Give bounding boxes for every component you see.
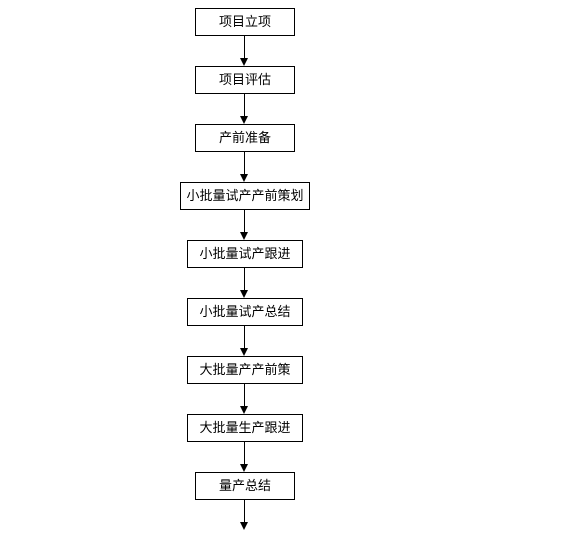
node-label: 小批量试产跟进 xyxy=(199,246,290,262)
flowchart-arrow xyxy=(244,326,245,348)
flowchart-arrow xyxy=(244,500,245,522)
node-label: 量产总结 xyxy=(219,478,271,494)
flowchart-arrow xyxy=(244,210,245,232)
flowchart-arrow xyxy=(244,384,245,406)
flowchart-arrow xyxy=(244,36,245,58)
flowchart-node: 项目立项 xyxy=(195,8,295,36)
arrow-head-icon xyxy=(240,464,248,472)
flowchart-node: 大批量生产跟进 xyxy=(187,414,303,442)
arrow-head-icon xyxy=(240,58,248,66)
flowchart-arrow xyxy=(244,268,245,290)
node-label: 项目立项 xyxy=(219,14,271,30)
flowchart-container: 项目立项 项目评估 产前准备 小批量试产产前策划 小批量试产跟进 小批量试产总结… xyxy=(0,0,561,537)
node-label: 大批量生产跟进 xyxy=(199,420,290,436)
node-label: 大批量产产前策 xyxy=(199,362,290,378)
flowchart-node: 小批量试产产前策划 xyxy=(180,182,310,210)
arrow-head-icon xyxy=(240,116,248,124)
flowchart-node: 产前准备 xyxy=(195,124,295,152)
arrow-head-icon xyxy=(240,348,248,356)
node-label: 小批量试产产前策划 xyxy=(187,188,304,204)
flowchart-arrow xyxy=(244,94,245,116)
node-label: 项目评估 xyxy=(219,72,271,88)
flowchart-arrow xyxy=(244,442,245,464)
arrow-head-icon xyxy=(240,406,248,414)
node-label: 产前准备 xyxy=(219,130,271,146)
arrow-head-icon xyxy=(240,232,248,240)
arrow-head-icon xyxy=(240,522,248,530)
arrow-head-icon xyxy=(240,174,248,182)
flowchart-node: 量产总结 xyxy=(195,472,295,500)
flowchart-node: 小批量试产总结 xyxy=(187,298,303,326)
flowchart-node: 大批量产产前策 xyxy=(187,356,303,384)
flowchart-node: 项目评估 xyxy=(195,66,295,94)
arrow-head-icon xyxy=(240,290,248,298)
flowchart-arrow xyxy=(244,152,245,174)
flowchart-node: 小批量试产跟进 xyxy=(187,240,303,268)
node-label: 小批量试产总结 xyxy=(199,304,290,320)
